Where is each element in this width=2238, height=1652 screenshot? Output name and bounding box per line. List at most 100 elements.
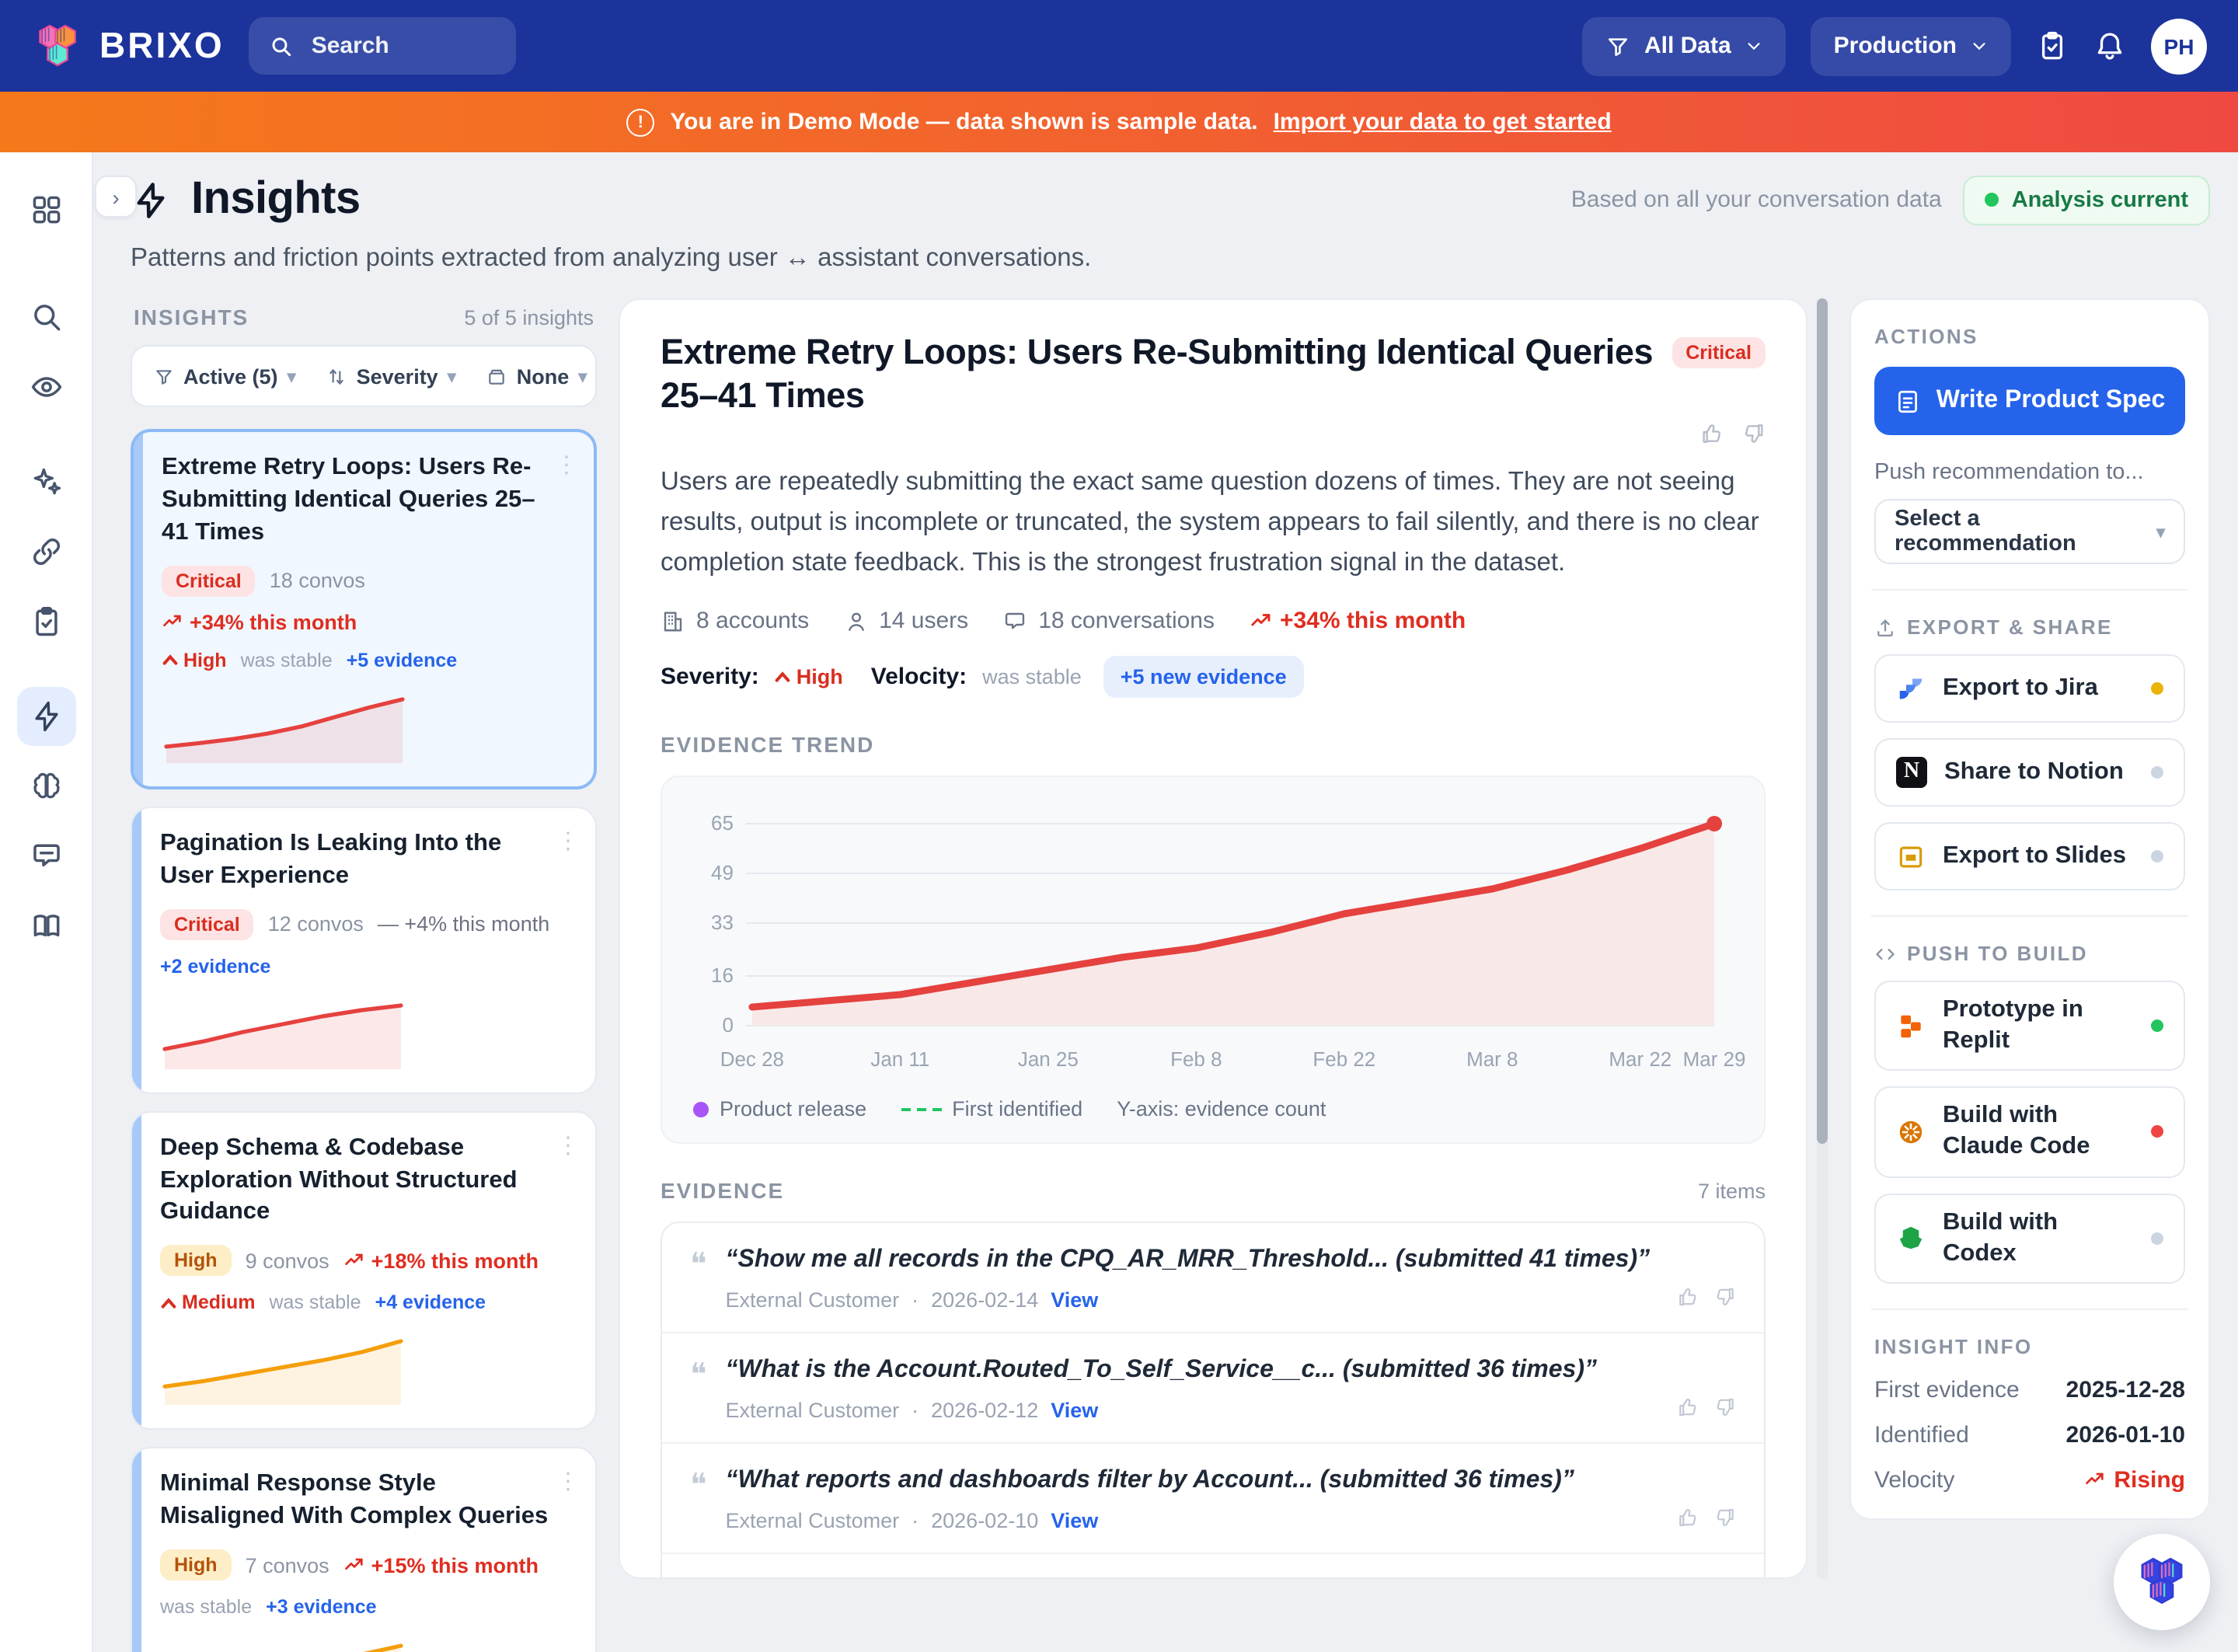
filter-active-dropdown[interactable]: Active (5) ▾ xyxy=(138,364,312,388)
insight-card-title: Deep Schema & Codebase Exploration Witho… xyxy=(160,1134,518,1225)
sidebar-item-search[interactable] xyxy=(16,288,75,347)
evidence-item: ❝ “What reports and dashboards filter by … xyxy=(662,1445,1764,1555)
build-with-codex-button[interactable]: Build with Codex xyxy=(1874,1193,2185,1284)
svg-text:Mar 22: Mar 22 xyxy=(1609,1048,1672,1072)
svg-text:Jan 11: Jan 11 xyxy=(870,1048,929,1072)
sidebar-item-dashboard[interactable] xyxy=(16,180,75,239)
evidence-source: External Customer xyxy=(725,1399,900,1423)
stability-note: was stable xyxy=(240,649,333,671)
chevron-down-icon: ▾ xyxy=(2156,523,2165,542)
notion-icon: N xyxy=(1896,757,1927,788)
sidebar-item-tasks[interactable] xyxy=(16,592,75,651)
evidence-item: ❝“Show me all custom labels that contain… xyxy=(662,1555,1764,1579)
evidence-item: ❝ “Show me all records in the CPQ_AR_MRR_… xyxy=(662,1224,1764,1334)
search-input[interactable] xyxy=(308,31,479,61)
thumbs-up-button[interactable] xyxy=(1677,1396,1700,1420)
slides-icon xyxy=(1896,842,1926,871)
sidebar-item-observe[interactable] xyxy=(16,357,75,416)
meta-separator: · xyxy=(912,1288,919,1312)
card-menu-button[interactable]: ⋮ xyxy=(556,1132,580,1159)
insight-card[interactable]: ⋮ Pagination Is Leaking Into the User Ex… xyxy=(131,806,597,1094)
build-with-claude-code-button[interactable]: Build with Claude Code xyxy=(1874,1086,2185,1178)
tasks-clipboard-button[interactable] xyxy=(2036,30,2069,62)
import-data-link[interactable]: Import your data to get started xyxy=(1273,109,1612,135)
brixo-assistant-fab[interactable] xyxy=(2114,1534,2210,1630)
convos-count: 12 convos xyxy=(267,912,364,936)
brand[interactable]: BRIXO xyxy=(31,19,225,72)
sidebar-item-integrations[interactable] xyxy=(16,522,75,581)
thumbs-down-button[interactable] xyxy=(1713,1507,1736,1530)
insights-list-panel: INSIGHTS 5 of 5 insights Active (5) ▾ Sev… xyxy=(131,298,597,1652)
insight-card[interactable]: ⋮ Extreme Retry Loops: Users Re-Submitti… xyxy=(131,429,597,789)
notifications-bell-button[interactable] xyxy=(2093,30,2126,62)
chevron-up-icon xyxy=(776,672,791,683)
thumbs-down-button[interactable] xyxy=(1713,1396,1736,1420)
view-link[interactable]: View xyxy=(1051,1288,1099,1312)
conversations-stat: 18 conversations xyxy=(1002,608,1215,635)
chat-bubble-icon xyxy=(29,839,63,873)
status-dot-icon xyxy=(1985,193,1999,207)
evidence-count: 7 items xyxy=(1697,1180,1766,1204)
global-search[interactable] xyxy=(249,17,517,75)
sidebar-item-docs[interactable] xyxy=(16,897,75,956)
all-data-dropdown[interactable]: All Data xyxy=(1581,16,1786,75)
thumbs-up-button[interactable] xyxy=(1677,1286,1700,1309)
prototype-in-replit-button[interactable]: Prototype in Replit xyxy=(1874,981,2185,1072)
view-link[interactable]: View xyxy=(1051,1509,1099,1533)
chat-bubble-icon xyxy=(1006,612,1025,629)
sparkline-chart xyxy=(162,1340,403,1406)
severity-badge: Critical xyxy=(160,908,254,940)
replit-icon xyxy=(1896,1011,1926,1040)
sidebar-item-insights[interactable] xyxy=(16,687,75,746)
thumbs-up-button[interactable] xyxy=(1677,1507,1700,1530)
scrollbar-thumb[interactable] xyxy=(1817,298,1828,1144)
trend-change: +34% this month xyxy=(162,611,357,634)
view-link[interactable]: View xyxy=(1051,1399,1099,1423)
export-to-jira-button[interactable]: Export to Jira xyxy=(1874,654,2185,723)
sidebar-expand-button[interactable]: › xyxy=(95,176,137,218)
filter-funnel-icon xyxy=(154,366,174,386)
card-menu-button[interactable]: ⋮ xyxy=(555,452,578,479)
insight-card[interactable]: ⋮ Deep Schema & Codebase Exploration Wit… xyxy=(131,1110,597,1431)
trending-up-icon xyxy=(1250,614,1270,627)
insight-card[interactable]: ⋮ Minimal Response Style Misaligned With… xyxy=(131,1447,597,1652)
archive-box-icon xyxy=(487,366,507,386)
thumbs-down-button[interactable] xyxy=(1741,422,1766,447)
user-avatar[interactable]: PH xyxy=(2151,18,2207,74)
severity-change: Medium xyxy=(160,1292,255,1314)
brixo-logo-icon xyxy=(2132,1553,2191,1612)
chevron-down-icon xyxy=(1971,37,1988,54)
header-meta: Based on all your conversation data xyxy=(1570,186,1942,213)
velocity-value: was stable xyxy=(982,665,1082,689)
sidebar-item-memory[interactable] xyxy=(16,757,75,816)
status-dot-icon xyxy=(2151,1125,2163,1138)
card-menu-button[interactable]: ⋮ xyxy=(556,828,580,855)
thumbs-down-button[interactable] xyxy=(1713,1286,1736,1309)
export-to-slides-button[interactable]: Export to Slides xyxy=(1874,822,2185,890)
grid-icon xyxy=(29,193,63,227)
trending-up-icon xyxy=(344,1254,363,1266)
status-dot-icon xyxy=(2151,682,2163,695)
stability-note: was stable xyxy=(269,1291,361,1314)
insight-card-title: Extreme Retry Loops: Users Re-Submitting… xyxy=(162,454,535,545)
environment-dropdown[interactable]: Production xyxy=(1810,16,2011,75)
card-menu-button[interactable]: ⋮ xyxy=(556,1469,580,1496)
group-by-dropdown[interactable]: None ▾ xyxy=(472,364,603,388)
first-identified-dash-icon xyxy=(901,1107,942,1111)
share-to-notion-button[interactable]: N Share to Notion xyxy=(1874,738,2185,807)
convos-count: 18 convos xyxy=(269,569,365,593)
legend-yaxis-note: Y-axis: evidence count xyxy=(1117,1097,1326,1121)
trend-stat: +34% this month xyxy=(1249,608,1466,635)
sort-severity-dropdown[interactable]: Severity ▾ xyxy=(312,364,472,388)
evidence-quote: “Show me all custom labels that contain … xyxy=(726,1578,1658,1579)
recommendation-select[interactable]: Select a recommendation ▾ xyxy=(1874,499,2185,564)
info-row-velocity: Velocity Rising xyxy=(1874,1466,2185,1493)
insight-card-title: Pagination Is Leaking Into the User Expe… xyxy=(160,829,502,889)
write-product-spec-button[interactable]: Write Product Spec xyxy=(1874,367,2185,435)
status-dot-icon xyxy=(2151,766,2163,779)
sidebar-item-conversations[interactable] xyxy=(16,827,75,886)
evidence-delta: +5 evidence xyxy=(346,649,458,671)
legend-product-release: Product release xyxy=(720,1097,867,1121)
sidebar-item-ai[interactable] xyxy=(16,452,75,511)
thumbs-up-button[interactable] xyxy=(1700,422,1725,447)
